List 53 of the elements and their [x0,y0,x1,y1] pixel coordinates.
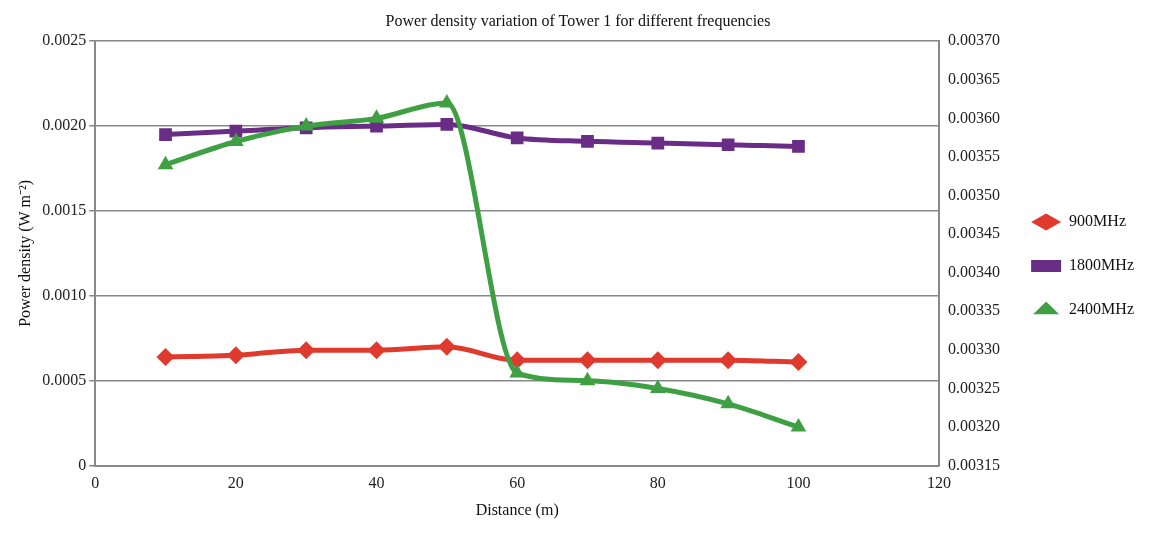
x-tick-label: 80 [649,474,666,492]
point [578,351,597,370]
y-tick-label: 0.0025 [42,31,87,49]
y2-tick-label: 0.00355 [948,147,1001,165]
x-tick-label: 40 [368,474,385,492]
y2-tick-label: 0.00335 [948,301,1001,319]
point [789,353,808,372]
point [651,136,665,150]
point [367,341,386,360]
point [509,364,525,378]
y-tick-label: 0.0020 [42,116,87,134]
y2-tick-label: 0.00360 [948,108,1001,126]
legend-label: 900MHz [1069,212,1127,230]
y2-tick-label: 0.00340 [948,262,1001,280]
y-tick-label: 0.0005 [42,370,87,388]
point [159,128,172,141]
point [579,371,596,386]
x-tick-label: 120 [927,474,952,492]
x-tick-label: 0 [91,474,100,492]
y-tick-label: 0 [78,455,87,473]
point [510,131,524,145]
y2-tick-label: 0.00345 [948,224,1001,242]
point [157,155,174,170]
point [156,347,175,366]
point [792,140,805,153]
point [720,394,736,409]
chart-title: Power density variation of Tower 1 for different frequencies [385,11,771,30]
point [790,418,807,432]
legend-label: 2400MHz [1069,300,1135,318]
point [439,93,455,108]
y-axis-title: Power density (W m⁻²) [15,179,34,327]
point [440,118,454,131]
y2-tick-label: 0.00330 [948,340,1001,358]
x-tick-label: 100 [786,474,811,492]
point [368,109,385,123]
y2-tick-label: 0.00350 [948,185,1001,203]
y2-tick-label: 0.00365 [948,69,1001,87]
y2-tick-label: 0.00325 [948,378,1001,396]
y2-tick-label: 0.00320 [948,417,1001,435]
y-tick-label: 0.0015 [42,201,87,219]
point [721,138,735,152]
y2-tick-label: 0.00370 [948,31,1001,49]
point [581,134,594,148]
x-tick-label: 20 [227,474,244,492]
point [650,379,666,393]
point [228,132,244,147]
point [298,117,314,131]
y-tick-label: 0.0010 [42,286,87,304]
legend-label: 1800MHz [1069,256,1135,274]
y2-tick-label: 0.00315 [948,455,1001,473]
x-tick-label: 60 [509,474,526,492]
point [437,337,456,356]
x-axis-title: Distance (m) [475,500,559,519]
